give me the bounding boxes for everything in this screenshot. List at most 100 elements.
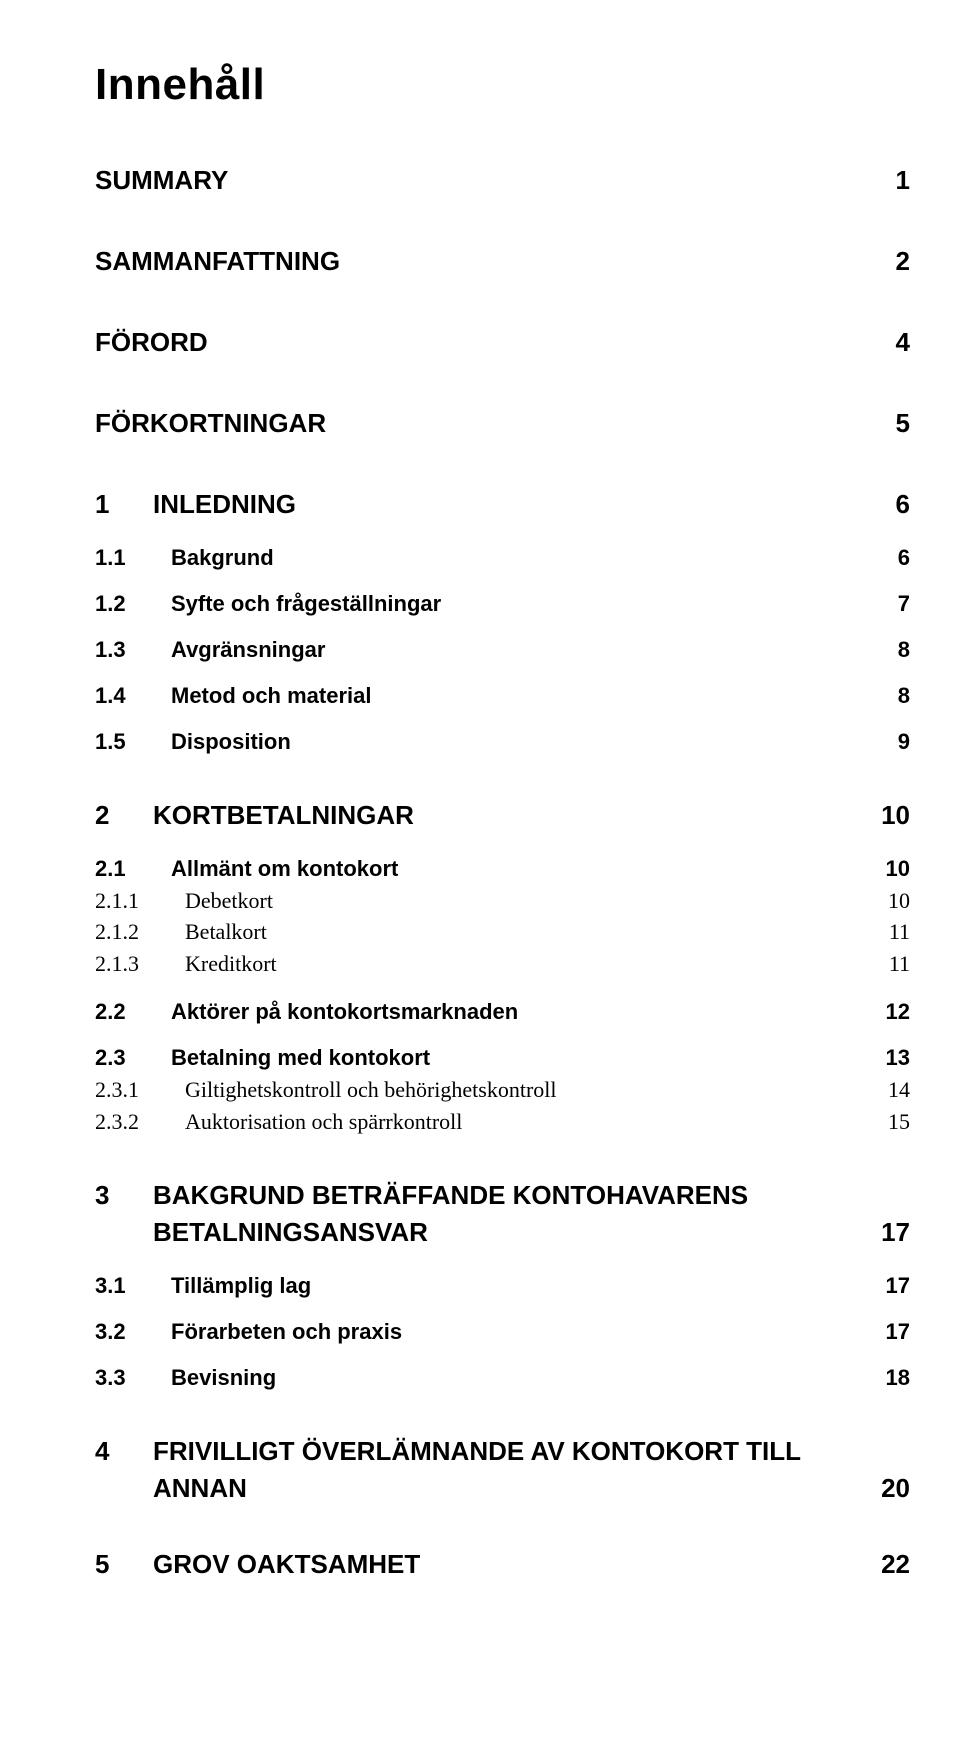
toc-page-number: 15 — [870, 1109, 910, 1135]
toc-section-row: 1.1 Bakgrund 6 — [95, 545, 910, 571]
toc-number: 5 — [95, 1549, 153, 1580]
toc-section-row: 2.2 Aktörer på kontokortsmarknaden 12 — [95, 999, 910, 1025]
toc-chapter: 4 FRIVILLIGT ÖVERLÄMNANDE AV KONTOKORT T… — [95, 1436, 910, 1504]
toc-page-number: 6 — [870, 489, 910, 520]
toc-subsection-row: 2.3.2 Auktorisation och spärrkontroll 15 — [95, 1109, 910, 1135]
toc-label: GROV OAKTSAMHET — [153, 1549, 870, 1580]
toc-section-row: 1.5 Disposition 9 — [95, 729, 910, 755]
toc-number: 1.1 — [95, 545, 171, 571]
toc-front-row: FÖRKORTNINGAR 5 — [95, 408, 910, 439]
toc-number: 1 — [95, 489, 153, 520]
toc-label: Syfte och frågeställningar — [171, 591, 870, 617]
toc-subsection-row: 2.3.1 Giltighetskontroll och behörighets… — [95, 1077, 910, 1103]
toc-number: 1.3 — [95, 637, 171, 663]
toc-chapter-row-line2: ANNAN 20 — [95, 1473, 910, 1504]
toc-subsection-row: 2.1.2 Betalkort 11 — [95, 919, 910, 945]
document-title: Innehåll — [95, 60, 910, 110]
toc-label: Aktörer på kontokortsmarknaden — [171, 999, 870, 1025]
toc-number: 3.2 — [95, 1319, 171, 1345]
toc-front-row: FÖRORD 4 — [95, 327, 910, 358]
toc-page-number: 11 — [870, 919, 910, 945]
toc-section-row: 2.1 Allmänt om kontokort 10 — [95, 856, 910, 882]
toc-page-number: 17 — [870, 1217, 910, 1248]
toc-page-number: 4 — [870, 327, 910, 358]
toc-label: Betalning med kontokort — [171, 1045, 870, 1071]
toc-section-row: 1.4 Metod och material 8 — [95, 683, 910, 709]
toc-subsection-row: 2.1.1 Debetkort 10 — [95, 888, 910, 914]
toc-page-number: 20 — [870, 1473, 910, 1504]
toc-page-number: 11 — [870, 951, 910, 977]
toc-number: 1.4 — [95, 683, 171, 709]
toc-front-row: SAMMANFATTNING 2 — [95, 246, 910, 277]
toc-section-row: 3.1 Tillämplig lag 17 — [95, 1273, 910, 1299]
toc-section: 2.1 Allmänt om kontokort 10 2.1.1 Debetk… — [95, 856, 910, 977]
toc-page-number: 10 — [870, 888, 910, 914]
toc-label: Kreditkort — [185, 951, 870, 977]
toc-label: ANNAN — [153, 1473, 870, 1504]
toc-page-number: 17 — [870, 1273, 910, 1299]
toc-page-number: 8 — [870, 637, 910, 663]
toc-chapter: 3 BAKGRUND BETRÄFFANDE KONTOHAVARENS BET… — [95, 1180, 910, 1391]
toc-number: 2.1.3 — [95, 951, 185, 977]
toc-chapter-row: 1 INLEDNING 6 — [95, 489, 910, 520]
toc-page-number: 5 — [870, 408, 910, 439]
toc-label: Bakgrund — [171, 545, 870, 571]
toc-number: 2.1 — [95, 856, 171, 882]
toc-chapter: 1 INLEDNING 6 1.1 Bakgrund 6 1.2 Syfte o… — [95, 489, 910, 755]
toc-number: 4 — [95, 1436, 153, 1467]
toc-chapter-row: 4 FRIVILLIGT ÖVERLÄMNANDE AV KONTOKORT T… — [95, 1436, 910, 1467]
toc-number: 2.3.2 — [95, 1109, 185, 1135]
toc-label: INLEDNING — [153, 489, 870, 520]
toc-subsections: 2.3.1 Giltighetskontroll och behörighets… — [95, 1077, 910, 1135]
toc-chapter-row-line2: BETALNINGSANSVAR 17 — [95, 1217, 910, 1248]
toc-number: 1.5 — [95, 729, 171, 755]
toc-page-number: 14 — [870, 1077, 910, 1103]
toc-label: KORTBETALNINGAR — [153, 800, 870, 831]
toc-label: Avgränsningar — [171, 637, 870, 663]
toc-section-row: 2.3 Betalning med kontokort 13 — [95, 1045, 910, 1071]
toc-label: Allmänt om kontokort — [171, 856, 870, 882]
toc-number: 2.3 — [95, 1045, 171, 1071]
toc-label: Giltighetskontroll och behörighetskontro… — [185, 1077, 870, 1103]
toc-page-number: 17 — [870, 1319, 910, 1345]
toc-label: BAKGRUND BETRÄFFANDE KONTOHAVARENS — [153, 1180, 870, 1211]
toc-page-number: 9 — [870, 729, 910, 755]
toc-page-number: 10 — [870, 800, 910, 831]
toc-number: 2.1.2 — [95, 919, 185, 945]
toc-label: Auktorisation och spärrkontroll — [185, 1109, 870, 1135]
toc-label: Förarbeten och praxis — [171, 1319, 870, 1345]
toc-number: 2.1.1 — [95, 888, 185, 914]
toc-label: Tillämplig lag — [171, 1273, 870, 1299]
toc-page-number: 6 — [870, 545, 910, 571]
toc-chapter-row: 2 KORTBETALNINGAR 10 — [95, 800, 910, 831]
toc-chapter: 2 KORTBETALNINGAR 10 2.1 Allmänt om kont… — [95, 800, 910, 1135]
toc-page-number: 1 — [870, 165, 910, 196]
toc-label: SUMMARY — [95, 165, 870, 196]
toc-section-row: 3.2 Förarbeten och praxis 17 — [95, 1319, 910, 1345]
toc-page-number: 10 — [870, 856, 910, 882]
toc-chapter-row: 3 BAKGRUND BETRÄFFANDE KONTOHAVARENS — [95, 1180, 910, 1211]
toc-number: 3 — [95, 1180, 153, 1211]
toc-chapter-row: 5 GROV OAKTSAMHET 22 — [95, 1549, 910, 1580]
toc-label: Bevisning — [171, 1365, 870, 1391]
toc-subsections: 2.1.1 Debetkort 10 2.1.2 Betalkort 11 2.… — [95, 888, 910, 977]
toc-section: 2.3 Betalning med kontokort 13 2.3.1 Gil… — [95, 1045, 910, 1135]
toc-page-number: 22 — [870, 1549, 910, 1580]
toc-label: Disposition — [171, 729, 870, 755]
toc-number: 2.2 — [95, 999, 171, 1025]
toc-number: 2.3.1 — [95, 1077, 185, 1103]
toc-section-row: 3.3 Bevisning 18 — [95, 1365, 910, 1391]
toc-page-number: 18 — [870, 1365, 910, 1391]
toc-label: FÖRORD — [95, 327, 870, 358]
toc-page-number: 7 — [870, 591, 910, 617]
toc-label: SAMMANFATTNING — [95, 246, 870, 277]
toc-section-row: 1.3 Avgränsningar 8 — [95, 637, 910, 663]
toc-front-row: SUMMARY 1 — [95, 165, 910, 196]
toc-label: Debetkort — [185, 888, 870, 914]
toc-number: 2 — [95, 800, 153, 831]
toc-label: Betalkort — [185, 919, 870, 945]
toc-number: 3.1 — [95, 1273, 171, 1299]
toc-number: 3.3 — [95, 1365, 171, 1391]
toc-page-number: 8 — [870, 683, 910, 709]
toc-page: Innehåll SUMMARY 1 SAMMANFATTNING 2 FÖRO… — [0, 0, 960, 1640]
